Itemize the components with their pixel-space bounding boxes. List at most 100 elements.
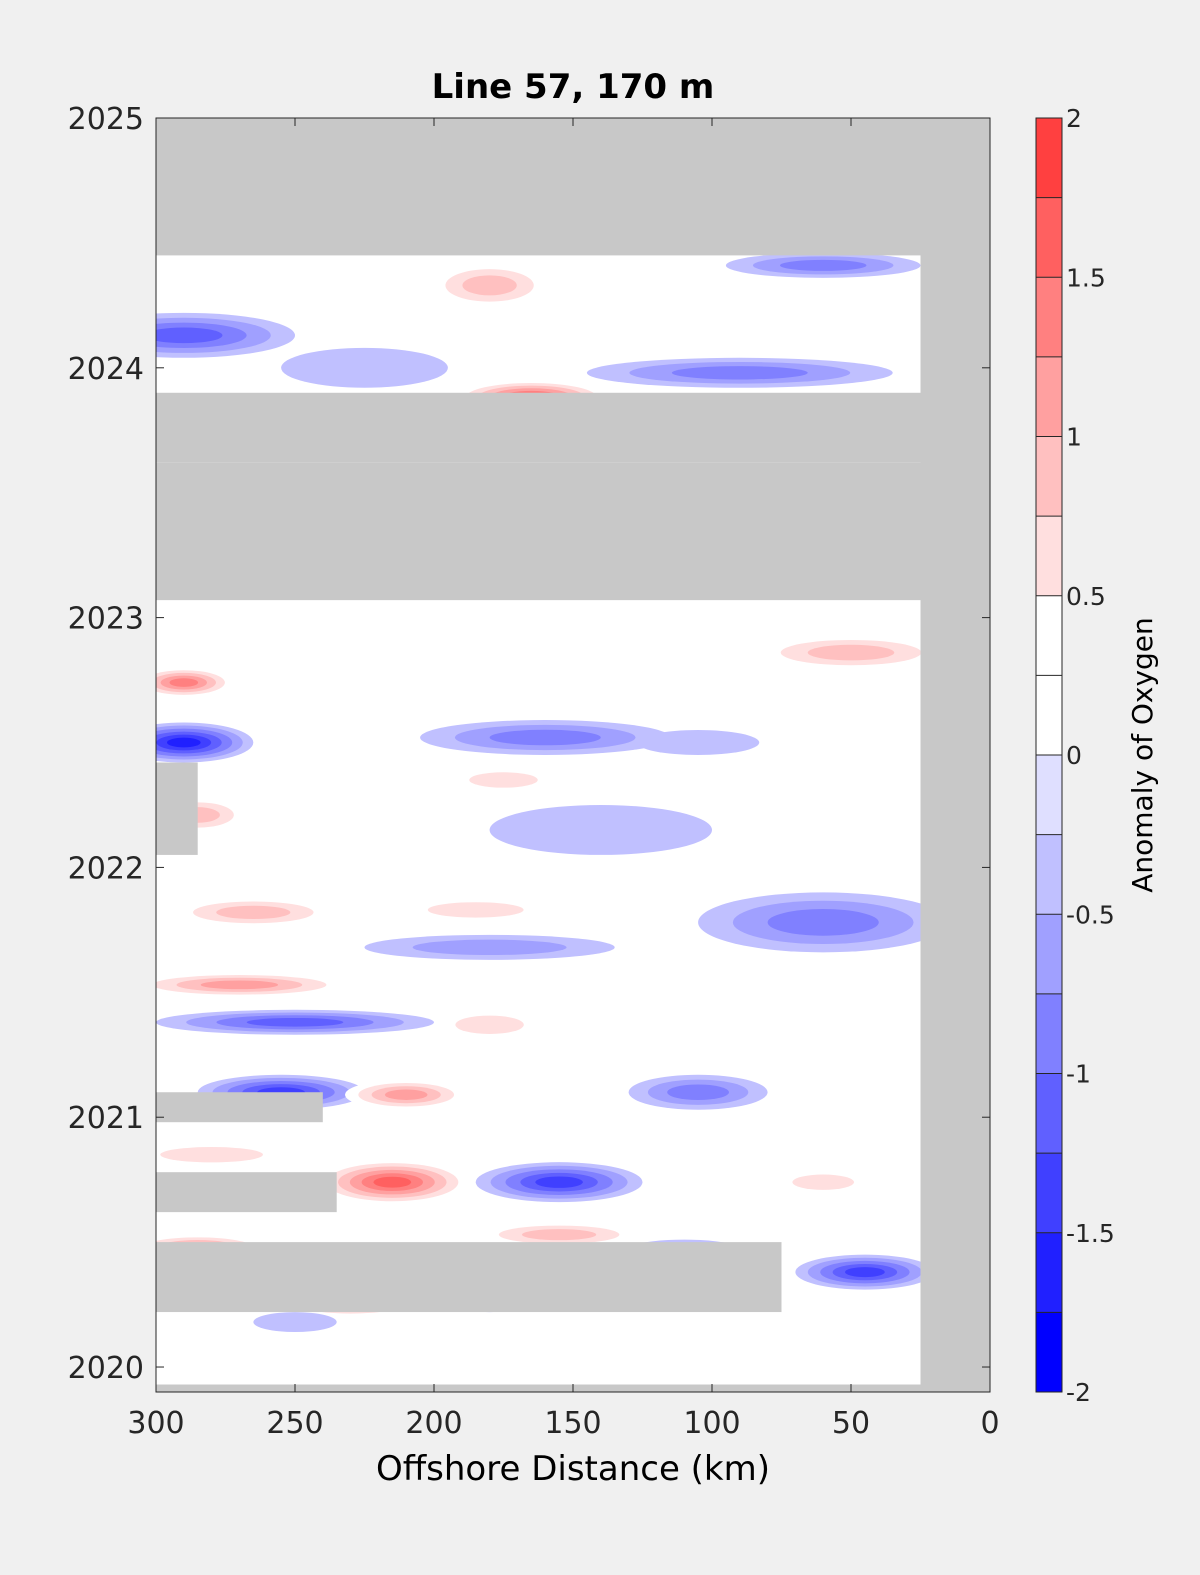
anomaly-11 xyxy=(420,720,671,755)
anomaly-contour xyxy=(373,1176,412,1188)
anomaly-15 xyxy=(489,804,712,855)
no-data-region xyxy=(156,462,921,601)
colorbar-segment xyxy=(1036,834,1062,915)
colorbar-segment xyxy=(1036,1312,1062,1392)
x-tick-label: 50 xyxy=(832,1406,870,1441)
x-tick-label: 100 xyxy=(683,1406,740,1441)
colorbar-segment xyxy=(1036,675,1062,755)
no-data-region xyxy=(156,118,990,256)
anomaly-contour xyxy=(420,607,587,643)
anomaly-4 xyxy=(156,312,295,358)
anomaly-27 xyxy=(475,1162,643,1203)
anomaly-contour xyxy=(469,772,538,788)
anomaly-contour xyxy=(166,737,201,748)
x-axis: 300 250 200 150 100 50 0 xyxy=(127,118,1000,1441)
anomaly-5 xyxy=(586,357,893,388)
no-data-region xyxy=(920,118,990,1392)
chart-title: Line 57, 170 m xyxy=(432,67,715,107)
no-data-region xyxy=(156,1242,782,1313)
anomaly-8 xyxy=(753,635,949,671)
anomaly-22 xyxy=(434,1009,546,1040)
no-data-region xyxy=(156,392,921,463)
colorbar-segment xyxy=(1036,755,1062,835)
x-tick-label: 150 xyxy=(544,1406,601,1441)
anomaly-24 xyxy=(345,1079,468,1110)
anomaly-28 xyxy=(156,1142,295,1168)
anomaly-contour xyxy=(535,1176,583,1188)
anomaly-contour xyxy=(253,1312,337,1333)
anomaly-10 xyxy=(156,722,254,763)
anomaly-contour xyxy=(671,366,808,380)
anomaly-12 xyxy=(636,730,760,756)
anomaly-contour xyxy=(156,1334,240,1375)
colorbar-segment xyxy=(1036,1232,1062,1313)
colorbar-segment xyxy=(1036,356,1062,437)
colorbar-tick-label: 0 xyxy=(1066,741,1082,770)
anomaly-30 xyxy=(475,1222,643,1248)
anomaly-contour xyxy=(434,1339,879,1370)
anomaly-9 xyxy=(156,667,234,698)
no-data-region xyxy=(156,1092,323,1123)
anomaly-19 xyxy=(364,934,615,960)
anomaly-contour xyxy=(636,730,760,756)
colorbar-segment xyxy=(1036,993,1062,1074)
x-tick-label: 250 xyxy=(266,1406,323,1441)
y-tick-label: 2020 xyxy=(68,1351,144,1386)
anomaly-16 xyxy=(698,892,949,953)
anomaly-contour xyxy=(169,678,199,687)
colorbar-segment xyxy=(1036,1153,1062,1233)
y-tick-label: 2025 xyxy=(68,102,144,137)
anomaly-contour xyxy=(792,1174,854,1190)
anomaly-37 xyxy=(156,1334,240,1375)
anomaly-25 xyxy=(628,1074,768,1110)
no-data-region xyxy=(156,1172,337,1213)
anomaly-contour xyxy=(384,1089,428,1100)
anomaly-contour xyxy=(156,327,223,344)
anomaly-contour xyxy=(412,939,567,956)
anomaly-contour xyxy=(455,1015,524,1035)
colorbar-segment xyxy=(1036,914,1062,994)
colorbar-segment xyxy=(1036,277,1062,357)
anomaly-contour xyxy=(807,644,895,661)
anomaly-13 xyxy=(447,767,560,793)
colorbar-segment xyxy=(1036,1073,1062,1154)
colorbar: 2 1.5 1 0.5 0 -0.5 -1 -1.5 -2 xyxy=(1035,104,1115,1407)
colorbar-tick-label: 2 xyxy=(1066,104,1082,133)
colorbar-segment xyxy=(1036,197,1062,278)
colorbar-tick-label: 0.5 xyxy=(1066,582,1106,611)
y-tick-label: 2021 xyxy=(68,1101,144,1136)
anomaly-20 xyxy=(156,972,351,998)
anomaly-contour xyxy=(667,1084,729,1101)
no-data-regions xyxy=(156,118,990,1392)
anomaly-34 xyxy=(795,1254,935,1290)
colorbar-tick-label: -2 xyxy=(1066,1378,1091,1407)
x-tick-label: 200 xyxy=(405,1406,462,1441)
colorbar-tick-label: -0.5 xyxy=(1066,900,1115,929)
anomaly-18 xyxy=(397,897,554,923)
plot-area xyxy=(156,118,990,1392)
y-tick-label: 2024 xyxy=(68,352,144,387)
anomaly-contour xyxy=(779,259,867,271)
x-tick-label: 0 xyxy=(980,1406,999,1441)
colorbar-tick-label: 1.5 xyxy=(1066,263,1106,292)
anomaly-29 xyxy=(773,1169,874,1195)
anomaly-contour xyxy=(427,902,524,918)
y-axis: 2020 2021 2022 2023 2024 2025 xyxy=(68,102,990,1386)
x-tick-label: 300 xyxy=(127,1406,184,1441)
y-tick-label: 2022 xyxy=(68,851,144,886)
anomaly-contour xyxy=(767,909,879,936)
anomaly-6 xyxy=(281,347,448,388)
colorbar-segment xyxy=(1036,118,1062,198)
anomaly-contour xyxy=(489,729,601,746)
anomaly-contour xyxy=(216,905,291,920)
y-tick-label: 2023 xyxy=(68,602,144,637)
anomaly-36 xyxy=(434,1339,879,1370)
anomaly-21 xyxy=(156,1009,434,1035)
colorbar-segment xyxy=(1036,436,1062,517)
anomaly-contour xyxy=(200,980,279,990)
colorbar-tick-label: -1 xyxy=(1066,1060,1091,1089)
x-axis-label: Offshore Distance (km) xyxy=(376,1449,770,1489)
anomaly-contour xyxy=(281,347,448,388)
colorbar-segment xyxy=(1036,516,1062,596)
